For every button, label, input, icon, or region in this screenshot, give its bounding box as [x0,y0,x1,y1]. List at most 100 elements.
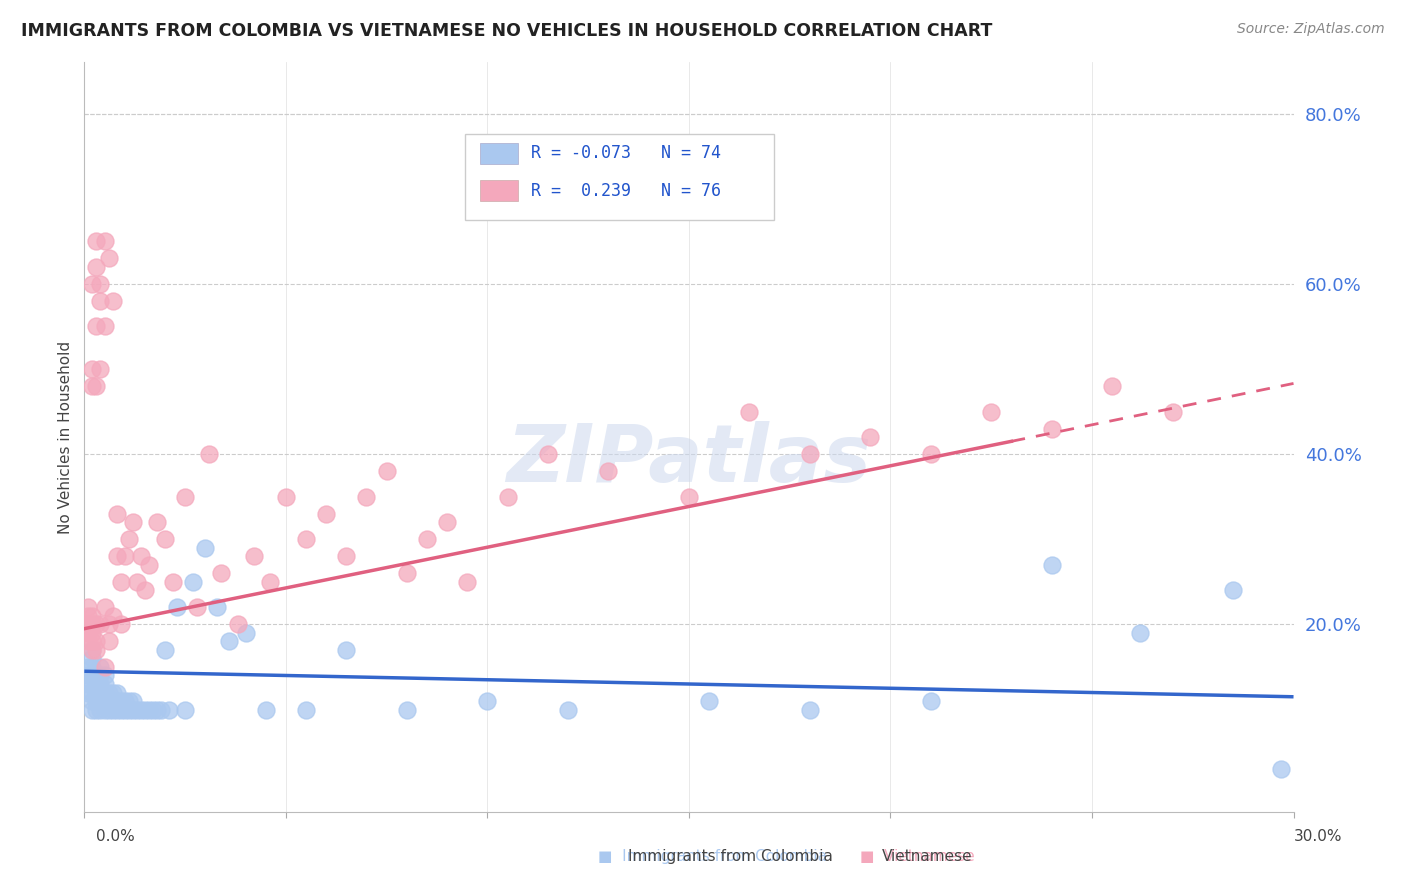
Point [335,643,357,657]
Point [209,566,232,581]
Text: Source: ZipAtlas.com: Source: ZipAtlas.com [1237,22,1385,37]
Point [537,447,560,461]
Point [89,702,111,716]
Point [86,379,108,393]
Point [1161,404,1184,418]
Point [77,634,100,648]
Point [859,430,882,444]
Point [1101,379,1123,393]
Point [93,668,115,682]
Point [118,694,141,708]
Point [142,702,165,716]
Point [93,694,115,708]
Point [129,702,152,716]
Point [138,702,160,716]
Point [1040,558,1063,572]
Point [89,293,111,308]
Point [82,677,104,691]
Point [121,694,143,708]
Point [82,362,104,376]
Point [166,600,188,615]
Point [186,600,208,615]
Text: ■  Immigrants from Colombia: ■ Immigrants from Colombia [598,849,827,863]
Point [375,464,398,478]
Point [129,549,152,564]
Point [153,643,176,657]
Point [456,574,478,589]
Point [105,549,128,564]
Point [149,702,172,716]
Point [118,702,141,716]
Point [82,668,104,682]
Point [82,277,104,291]
Point [134,702,156,716]
Point [93,685,115,699]
Point [1040,421,1063,435]
Point [356,490,378,504]
Text: R =  0.239   N = 76: R = 0.239 N = 76 [530,182,720,200]
Point [105,507,128,521]
Point [77,668,100,682]
Point [114,702,136,716]
Point [110,702,132,716]
Point [697,694,720,708]
Point [97,634,120,648]
Point [598,464,620,478]
Point [93,600,115,615]
Point [259,574,281,589]
Point [114,694,136,708]
Point [920,447,942,461]
Point [97,617,120,632]
Point [101,608,124,623]
Point [114,549,136,564]
Point [121,515,143,529]
Point [86,234,108,248]
Point [93,677,115,691]
Point [89,362,111,376]
Point [181,574,204,589]
Point [105,694,128,708]
Point [226,617,249,632]
Point [436,515,458,529]
Point [77,685,100,699]
Point [97,702,120,716]
Point [557,702,579,716]
Point [82,379,104,393]
Point [242,549,264,564]
Point [77,677,100,691]
Point [82,660,104,674]
Point [89,660,111,674]
Point [86,668,108,682]
Point [86,694,108,708]
Point [1222,583,1244,598]
Point [477,694,499,708]
Point [101,702,124,716]
Point [207,600,229,615]
Text: 0.0%: 0.0% [96,830,135,844]
Point [799,447,821,461]
Point [105,685,128,699]
Point [194,541,217,555]
Point [110,694,132,708]
Point [799,702,821,716]
Point [174,490,197,504]
Point [980,404,1002,418]
Point [395,566,418,581]
Text: R = -0.073   N = 74: R = -0.073 N = 74 [530,145,720,162]
Point [295,702,318,716]
Point [157,702,180,716]
Point [82,643,104,657]
Point [82,617,104,632]
Point [738,404,761,418]
Text: ZIPatlas: ZIPatlas [506,420,872,499]
Point [89,617,111,632]
Point [89,685,111,699]
Point [315,507,337,521]
Point [97,252,120,266]
Point [89,277,111,291]
Point [101,694,124,708]
Point [82,651,104,665]
Point [416,533,439,547]
Point [162,574,184,589]
Text: Vietnamese: Vietnamese [882,849,972,863]
